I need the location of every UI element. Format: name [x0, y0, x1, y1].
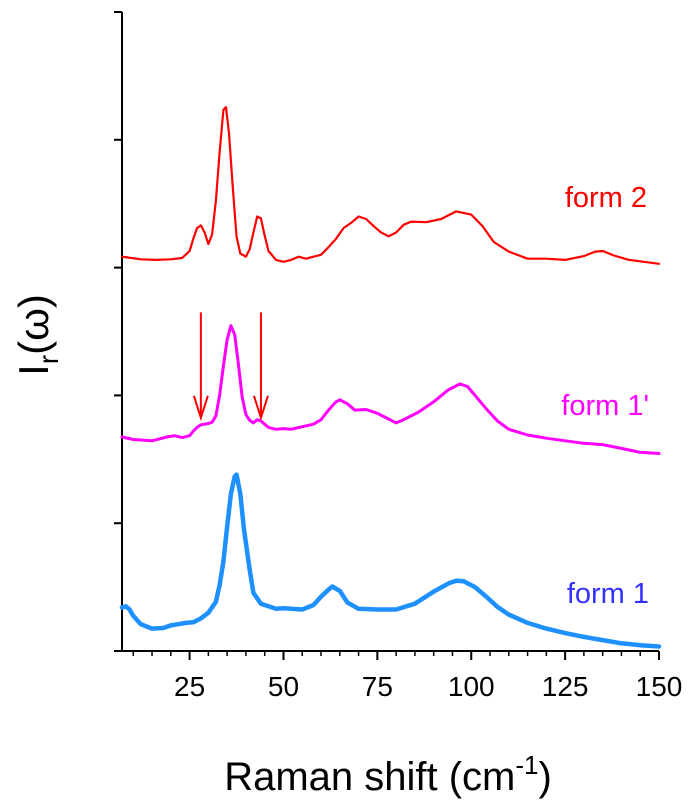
x-tick-label: 50: [268, 671, 299, 702]
arrow-annotation: [252, 312, 269, 422]
plot-axes: [114, 11, 660, 660]
series-label-form-1: form 1': [561, 390, 649, 422]
series-line-form-1: [119, 472, 662, 649]
series-line-form-2: [120, 106, 661, 265]
arrow-head: [252, 395, 269, 422]
labels-layer: 25 50 75 100 125 150 form 2 form 1' form 1 Raman …: [10, 182, 682, 799]
x-tick-label: 75: [362, 671, 393, 702]
arrow-annotation: [192, 312, 209, 422]
series-label-form-2: form 2: [565, 182, 647, 214]
x-tick-label: 125: [542, 671, 589, 702]
x-axis-title: Raman shift (cm-1): [224, 750, 552, 799]
y-axis-title: Ir(ω): [10, 294, 64, 376]
arrow-head: [192, 395, 209, 422]
series-label-form-1: form 1: [567, 578, 649, 610]
x-tick-label: 150: [636, 671, 683, 702]
series-layer: [119, 106, 662, 649]
annotation-layer: [192, 312, 269, 422]
x-tick-label: 25: [174, 671, 205, 702]
series-line-form-1: [120, 324, 661, 455]
x-tick-label: 100: [448, 671, 495, 702]
